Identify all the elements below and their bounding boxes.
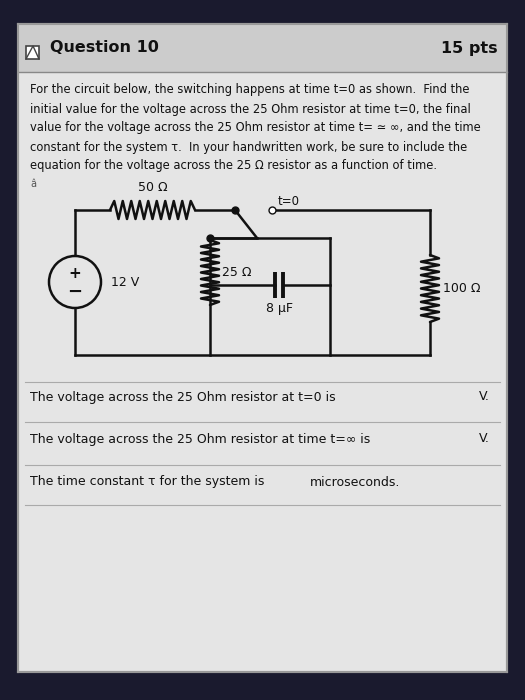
Text: 12 V: 12 V — [111, 276, 139, 288]
FancyBboxPatch shape — [18, 24, 507, 672]
Text: +: + — [69, 265, 81, 281]
Text: Question 10: Question 10 — [50, 41, 159, 55]
Text: initial value for the voltage across the 25 Ohm resistor at time t=0, the final: initial value for the voltage across the… — [30, 102, 471, 116]
Text: 25 Ω: 25 Ω — [222, 266, 251, 279]
Text: 100 Ω: 100 Ω — [443, 282, 480, 295]
Text: The voltage across the 25 Ohm resistor at time t=∞ is: The voltage across the 25 Ohm resistor a… — [30, 433, 370, 445]
Text: V.: V. — [479, 433, 490, 445]
Text: 8 μF: 8 μF — [266, 302, 292, 315]
Text: For the circuit below, the switching happens at time t=0 as shown.  Find the: For the circuit below, the switching hap… — [30, 83, 469, 97]
Text: The voltage across the 25 Ohm resistor at t=0 is: The voltage across the 25 Ohm resistor a… — [30, 391, 335, 403]
Circle shape — [49, 256, 101, 308]
Text: 15 pts: 15 pts — [442, 41, 498, 55]
Text: 50 Ω: 50 Ω — [138, 181, 167, 194]
Text: −: − — [67, 283, 82, 301]
Text: value for the voltage across the 25 Ohm resistor at time t= ≃ ∞, and the time: value for the voltage across the 25 Ohm … — [30, 122, 481, 134]
Text: V.: V. — [479, 391, 490, 403]
Bar — [26, 46, 39, 59]
Text: â: â — [30, 179, 36, 189]
Text: equation for the voltage across the 25 Ω resistor as a function of time.: equation for the voltage across the 25 Ω… — [30, 160, 437, 172]
Text: constant for the system τ.  In your handwritten work, be sure to include the: constant for the system τ. In your handw… — [30, 141, 467, 153]
Text: t=0: t=0 — [278, 195, 300, 208]
Text: The time constant τ for the system is: The time constant τ for the system is — [30, 475, 265, 489]
Bar — [18, 24, 507, 72]
Text: microseconds.: microseconds. — [310, 475, 401, 489]
